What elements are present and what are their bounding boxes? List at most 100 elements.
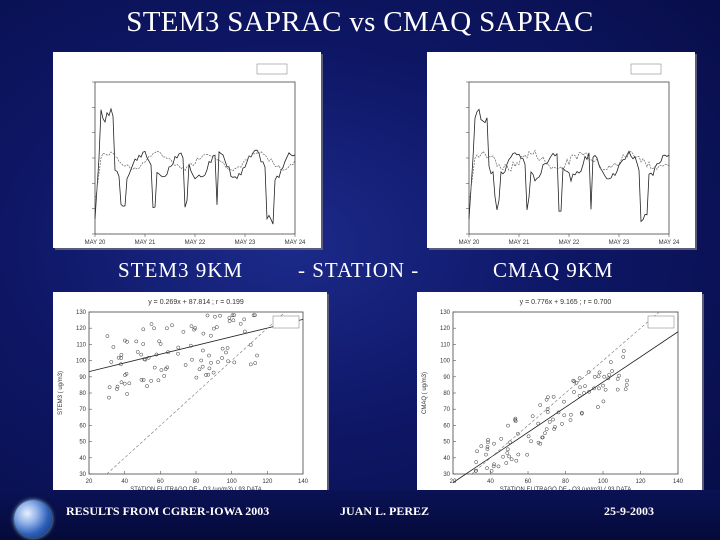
data-point [181,329,186,334]
data-point [538,441,543,446]
y-tick-label: 80 [443,391,450,397]
timeseries-plot-stem3: MAY 20 MAY 21 MAY 22 MAY 23 MAY 24 [53,52,321,248]
x-tick-label: 120 [262,479,273,485]
regression-equation: y = 0.776x + 9.165 ; r = 0.700 [520,299,612,306]
data-point [602,374,607,379]
data-point [207,353,211,358]
y-tick-label: 30 [443,472,450,478]
y-tick-label: 110 [76,342,86,348]
data-point [232,360,237,365]
y-tick-label: 40 [443,456,450,462]
data-point [596,405,600,409]
x-tick-label: 40 [487,479,494,485]
regression-line [452,331,679,483]
data-point [220,346,225,351]
data-point [109,360,114,364]
data-point [189,324,194,329]
data-point [220,356,224,360]
data-point [505,447,510,452]
data-point [545,410,550,414]
data-point [551,417,555,422]
y-tick-label: 90 [443,375,450,381]
timeseries-svg-stem3: MAY 20 MAY 21 MAY 22 MAY 23 MAY 24 [85,63,306,246]
label-stem3: STEM3 9KM [118,258,244,282]
data-point [224,350,228,355]
data-point [145,384,149,388]
data-point [152,365,157,370]
x-axis-label: STATION ELITRAGO DE - O3 (ug/m3) ( 93 DA… [130,487,262,490]
data-point [251,313,256,318]
data-point [209,333,213,338]
data-point [544,427,549,432]
data-point [540,435,545,440]
x-tick-label: 140 [673,479,684,485]
data-point [111,345,116,349]
data-point [211,370,216,375]
data-point [492,462,496,467]
data-point [492,441,496,446]
data-point [543,431,547,436]
data-point [577,376,582,381]
data-point [227,315,232,320]
y-tick-label: 110 [440,342,450,348]
data-point [226,359,230,364]
data-point [572,390,576,394]
data-point [206,372,211,377]
data-point [475,449,479,454]
data-point [597,370,602,375]
x-tick-label: MAY 22 [185,240,206,246]
y-tick-label: 130 [440,310,451,316]
data-point [606,376,611,381]
x-tick-label: MAY 23 [235,240,256,246]
data-point [225,346,230,350]
data-point [204,373,208,377]
data-point [190,357,194,362]
observed-series-line [94,107,296,225]
data-point [485,444,490,449]
data-point [526,434,531,439]
observed-series-line [468,108,670,223]
model-series-line [468,149,670,204]
data-point [139,352,144,357]
data-point [552,427,557,431]
x-tick-label: MAY 24 [285,240,306,246]
y-axis-label: CMAQ ( ug/m3) [422,372,428,414]
data-point [484,452,488,457]
data-point [617,373,621,378]
data-point [139,377,144,382]
data-point [579,411,584,416]
data-point [105,334,110,338]
y-tick-label: 60 [443,423,450,429]
scatter-plot-stem3: y = 0.269x + 87.814 ; r = 0.199 20 40 60 80 1… [53,292,327,490]
data-point [242,317,247,322]
x-tick-label: 140 [298,479,309,485]
y-tick-label: 30 [79,472,86,478]
data-point [135,350,140,354]
data-point [610,369,614,373]
data-point [553,425,557,429]
data-point [209,360,213,365]
legend-box [272,315,300,329]
data-point [201,331,206,336]
regression-line [88,318,304,373]
plot-frame [94,81,296,235]
data-point [183,363,188,367]
x-tick-label: 40 [121,479,128,485]
data-point [159,368,164,372]
data-point [547,420,552,424]
legend-box [630,63,662,75]
y-tick-label: 70 [443,407,450,413]
data-point [489,468,494,473]
y-tick-label: 60 [79,423,86,429]
data-point [248,342,253,347]
data-point [227,319,232,323]
data-point [238,321,243,326]
y-tick-label: 40 [79,456,86,462]
data-point [608,360,613,364]
data-point [499,436,504,441]
data-point [571,378,576,383]
data-point [165,365,170,370]
globe-icon [14,500,52,538]
regression-equation: y = 0.269x + 87.814 ; r = 0.199 [148,299,244,306]
data-point [513,419,518,423]
